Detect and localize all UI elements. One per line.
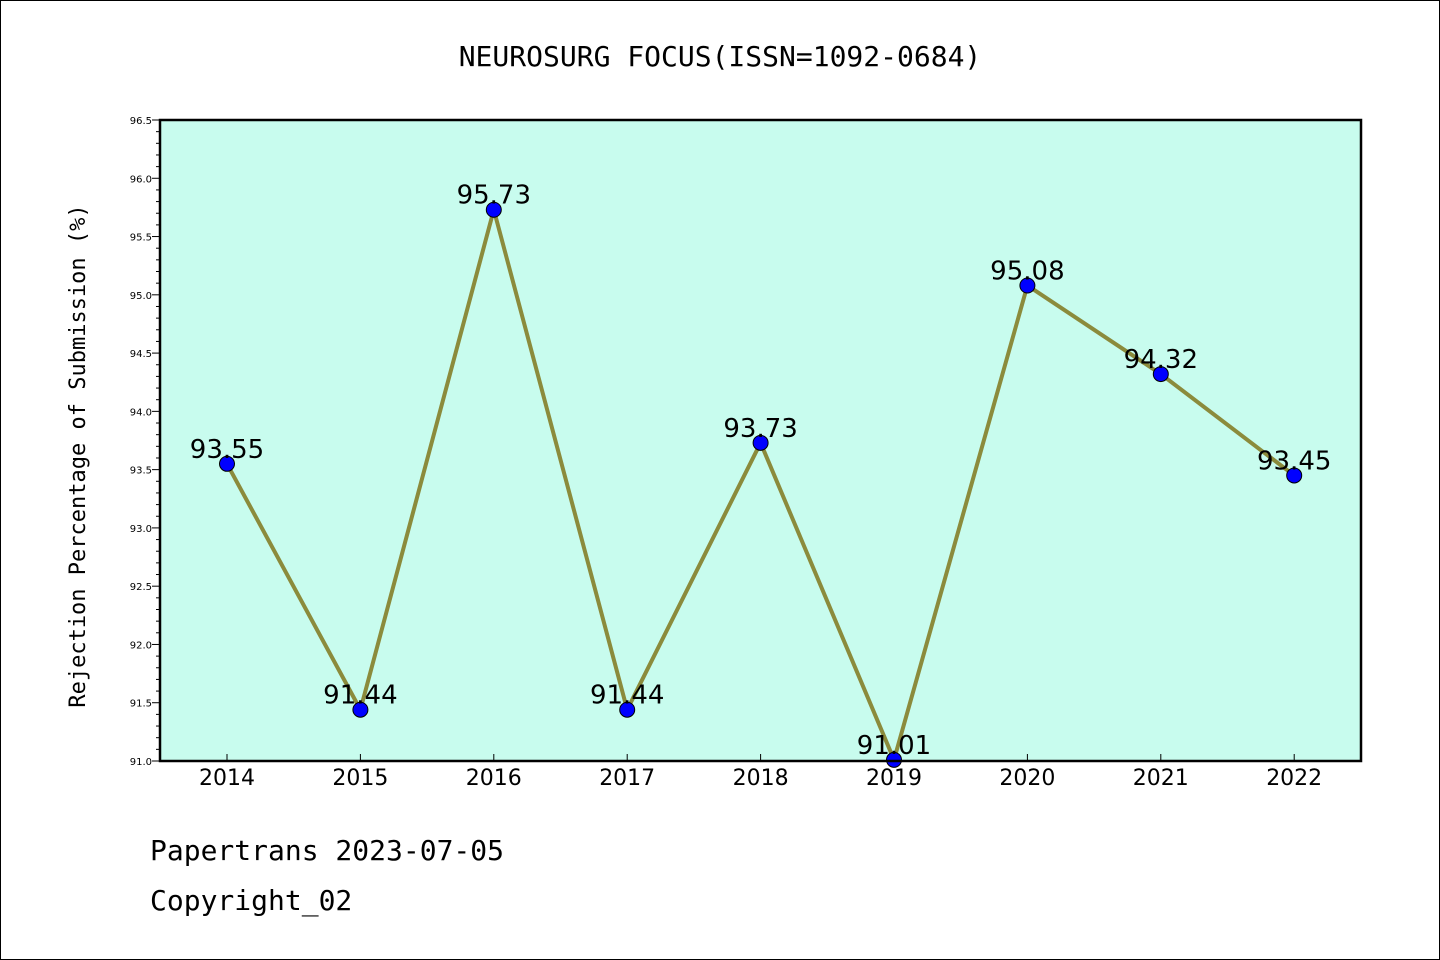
y-tick-label: 94.0 <box>130 407 152 418</box>
series: 93.55 91.44 95.73 91.44 93.73 91.01 95.08 94.32… <box>190 181 1331 768</box>
x-tick-label: 2018 <box>733 766 789 791</box>
x-tick-label: 2014 <box>199 766 255 791</box>
y-tick-label: 96.5 <box>130 116 152 127</box>
data-label: 93.55 <box>190 435 264 465</box>
data-label: 95.08 <box>990 256 1064 286</box>
y-tick-label: 92.5 <box>130 582 152 593</box>
footer-date: Papertrans 2023-07-05 <box>150 834 505 867</box>
x-tick-label: 2017 <box>599 766 655 791</box>
footer-copyright: Copyright_02 <box>150 884 353 917</box>
data-point <box>752 434 769 451</box>
data-label: 91.44 <box>323 681 397 711</box>
data-point <box>619 701 636 718</box>
x-tick-label: 2021 <box>1133 766 1189 791</box>
x-tick-label: 2015 <box>332 766 388 791</box>
data-label: 94.32 <box>1124 345 1198 375</box>
data-point <box>1019 277 1036 294</box>
data-point <box>1286 467 1303 484</box>
x-tick-label: 2019 <box>866 766 922 791</box>
data-label: 93.73 <box>723 414 797 444</box>
y-tick-label: 95.0 <box>130 291 152 302</box>
y-tick-label: 92.0 <box>130 640 152 651</box>
x-axis: 2014 2015 2016 2017 2018 2019 2020 2021 2022 <box>199 754 1322 791</box>
y-tick-label: 94.5 <box>130 349 152 360</box>
y-tick-label: 93.5 <box>130 466 152 477</box>
data-label: 91.44 <box>590 681 664 711</box>
y-tick-label: 95.5 <box>130 233 152 244</box>
x-tick-label: 2020 <box>999 766 1055 791</box>
y-tick-label: 93.0 <box>130 524 152 535</box>
data-label: 91.01 <box>857 731 931 761</box>
y-tick-label: 96.0 <box>130 174 152 185</box>
data-point <box>352 701 369 718</box>
data-point <box>1152 366 1169 383</box>
data-point <box>485 201 502 218</box>
x-tick-label: 2022 <box>1266 766 1322 791</box>
y-tick-label: 91.0 <box>130 757 152 768</box>
data-label: 95.73 <box>457 181 531 211</box>
y-tick-label: 91.5 <box>130 699 152 710</box>
y-axis: 91.0 91.5 92.0 92.5 93.0 93.5 94.0 94.5 95.0 95.5… <box>130 116 160 768</box>
x-tick-label: 2016 <box>466 766 522 791</box>
data-label: 93.45 <box>1257 446 1331 476</box>
chart-title: NEUROSURG FOCUS(ISSN=1092-0684) <box>459 40 982 73</box>
plot-border <box>158 118 1363 763</box>
data-point <box>219 455 235 472</box>
y-axis-label: Rejection Percentage of Submission (%) <box>66 204 91 707</box>
